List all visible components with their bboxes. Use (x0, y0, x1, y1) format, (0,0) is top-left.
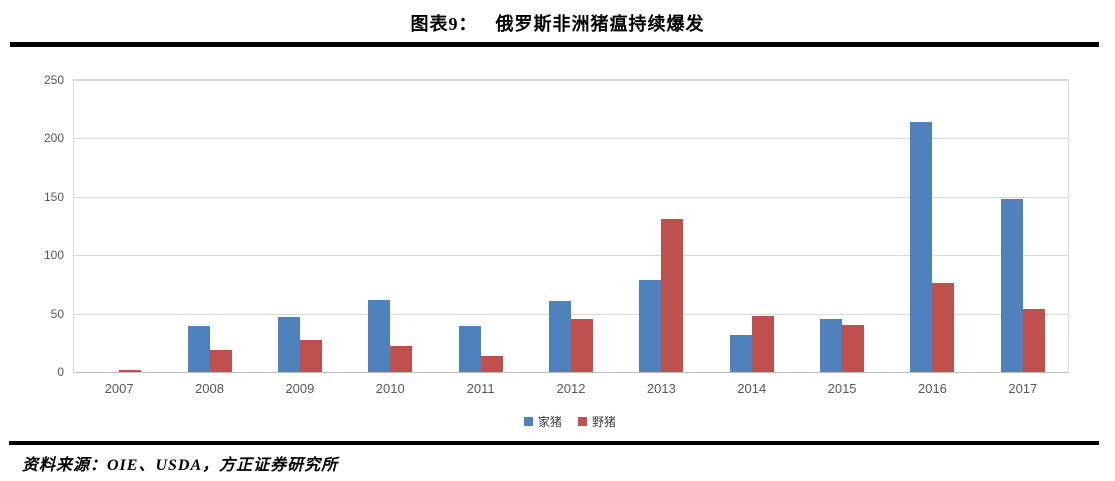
bar (480, 355, 503, 372)
gridline (74, 313, 1068, 315)
bar (209, 349, 232, 372)
x-tick-label: 2016 (917, 381, 947, 396)
legend-item: 家猪 (523, 413, 562, 430)
y-tick-label: 100 (43, 248, 64, 263)
legend-item: 野猪 (578, 413, 616, 430)
x-tick-label: 2015 (827, 381, 857, 396)
chart-title-text: 俄罗斯非洲猪瘟持续爆发 (495, 14, 705, 34)
x-tick-label: 2009 (285, 381, 315, 396)
bar (1000, 199, 1023, 372)
bar (187, 326, 210, 372)
gridline (74, 138, 1068, 140)
gridline (74, 255, 1068, 257)
bottom-divider-rule (9, 441, 1099, 445)
x-tick-label: 2012 (556, 381, 586, 396)
top-divider-rule (10, 42, 1099, 47)
bar (1022, 308, 1045, 372)
figure-number-label: 图表9： (410, 14, 478, 34)
bar (729, 334, 752, 372)
x-tick-label: 2014 (737, 381, 767, 396)
x-tick-label: 2008 (195, 381, 224, 396)
bar (368, 299, 391, 372)
legend-label: 野猪 (592, 415, 617, 429)
bar (661, 219, 684, 372)
x-tick-label: 2013 (646, 381, 676, 396)
x-tick-label: 2017 (1008, 381, 1038, 396)
gridline (74, 196, 1068, 198)
y-tick-label: 0 (57, 365, 64, 379)
y-tick-label: 250 (43, 73, 64, 87)
bar (639, 279, 662, 372)
x-tick-label: 2007 (104, 381, 134, 396)
bar (571, 319, 593, 372)
legend-label: 家猪 (537, 415, 562, 429)
y-tick-label: 200 (43, 131, 64, 146)
bar (277, 317, 300, 372)
y-tick-label: 150 (43, 189, 64, 204)
bar (820, 319, 843, 372)
x-tick-label: 2010 (375, 381, 405, 396)
gridline (74, 80, 1068, 81)
bar (119, 369, 142, 372)
bar (842, 325, 865, 372)
bar (458, 326, 481, 372)
bar (390, 346, 413, 372)
chart-title: 图表9： 俄罗斯非洲猪瘟持续爆发 (0, 10, 1115, 36)
bar (932, 283, 955, 372)
legend-swatch (578, 417, 587, 426)
y-tick-label: 50 (50, 306, 64, 321)
bar (910, 122, 933, 372)
legend-swatch (523, 417, 533, 426)
x-tick-label: 2011 (466, 381, 495, 396)
bar (751, 315, 774, 372)
bar (549, 300, 571, 372)
plot-area: 0 50 100 150 200 250 2007 2008 2009 2010 2011 2012 2… (44, 74, 1069, 396)
legend: 家猪 野猪 (73, 413, 1067, 430)
bar (299, 340, 322, 372)
source-note: 资料来源：OIE、USDA，方正证券研究所 (22, 457, 339, 474)
